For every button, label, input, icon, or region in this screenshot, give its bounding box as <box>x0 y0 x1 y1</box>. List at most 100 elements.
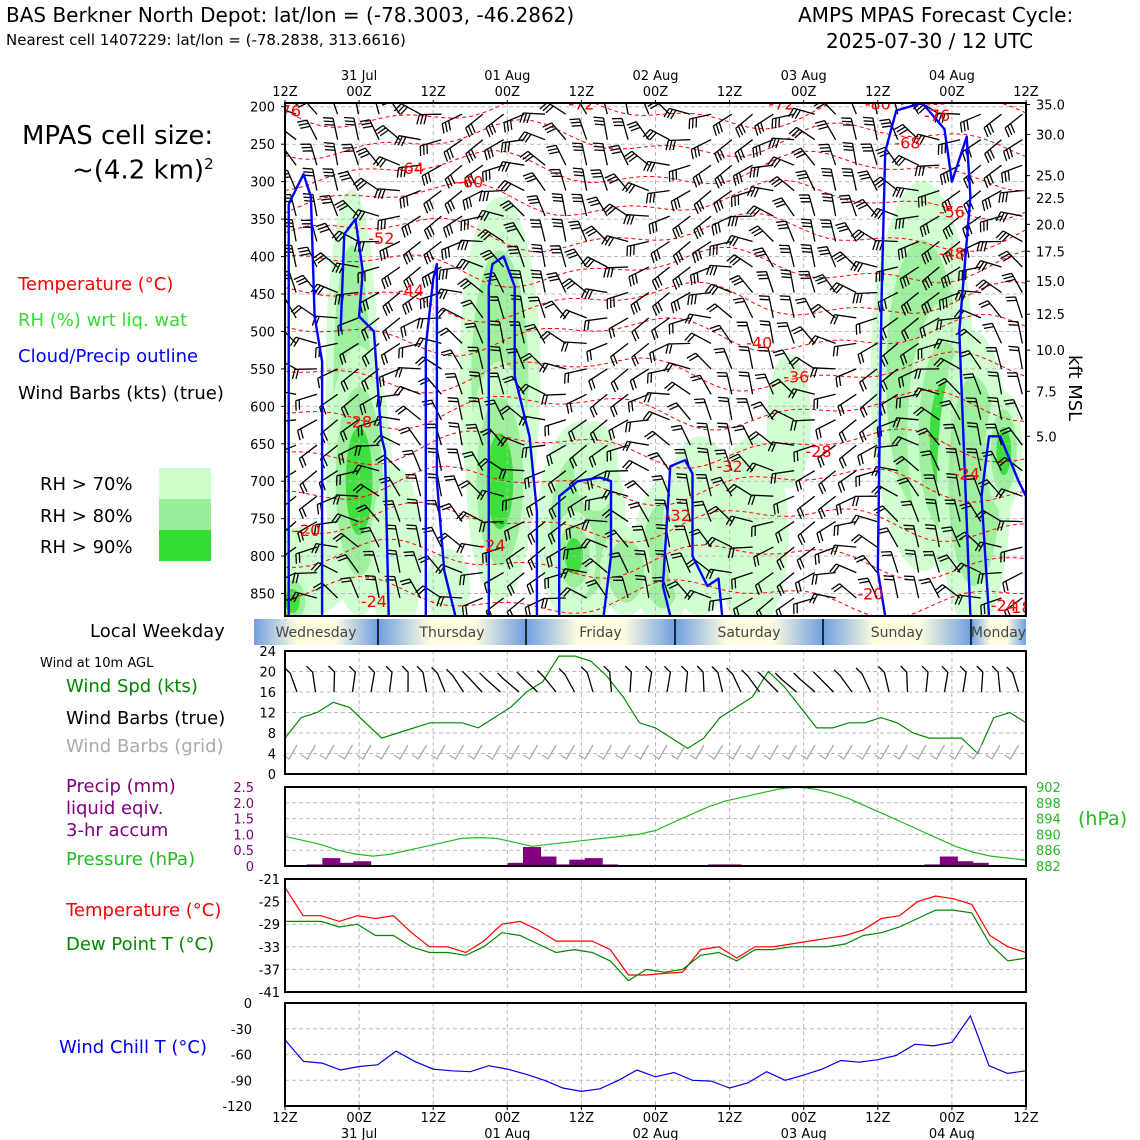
bottom-time-tick: 00Z <box>643 1111 669 1126</box>
bottom-date-label: 02 Aug <box>632 1127 678 1140</box>
isotherm-label: -18 <box>1006 598 1032 617</box>
wind-barb-true <box>306 665 317 693</box>
wind-barb <box>733 297 754 319</box>
wind-barb <box>406 498 422 522</box>
wind-barb <box>945 447 961 471</box>
wind-barb <box>483 139 504 161</box>
isotherm-label: -28 <box>346 412 372 431</box>
wind-barb <box>497 161 525 173</box>
wind-barb <box>916 427 940 446</box>
wind-barb <box>961 139 982 162</box>
wind-barb <box>771 113 795 129</box>
wind-tick-label: 24 <box>259 645 276 660</box>
wind-barb <box>940 266 961 289</box>
wind-barb <box>937 554 961 573</box>
wind-barb <box>935 377 961 395</box>
pressure-tick-label: 400 <box>250 251 275 266</box>
wind-barb <box>979 215 1002 233</box>
weekday-label: Sunday <box>871 625 923 641</box>
wind-barb <box>925 524 940 548</box>
wind-barb <box>438 266 463 280</box>
wind-barb <box>518 383 546 395</box>
pressure-tick-label: 450 <box>250 288 275 303</box>
wind-barb <box>833 520 857 536</box>
wind-barb <box>631 525 650 548</box>
wind-barb <box>626 240 649 257</box>
wind-barb <box>341 143 360 166</box>
cloud-outline <box>558 476 613 616</box>
wind-barb <box>811 103 837 115</box>
pressure-tick-label: 500 <box>250 325 275 340</box>
bottom-date-label: 31 Jul <box>341 1127 377 1140</box>
wind-barb <box>919 317 940 339</box>
wind-barb <box>912 133 940 146</box>
wind-barb <box>331 262 359 274</box>
wind-barb <box>1003 398 1023 421</box>
wind-barb <box>631 317 650 342</box>
wind-barbs-grid-label: Wind Barbs (grid) <box>66 736 224 757</box>
wind-barb <box>900 291 920 316</box>
isotherm-line <box>285 389 1026 431</box>
wind-barb-true <box>921 665 929 693</box>
wind-barb <box>441 240 463 260</box>
wind-barb <box>903 575 920 599</box>
wind-barb-grid <box>560 744 576 760</box>
wind-barb-grid <box>1004 744 1020 760</box>
chill-tick-label: 0 <box>244 997 252 1012</box>
wind-barb <box>464 164 484 188</box>
wind-barb <box>489 345 505 370</box>
wind-barb <box>603 266 629 278</box>
top-time-tick: 00Z <box>791 85 817 100</box>
wind-barb-true <box>416 665 428 693</box>
wind-barb-grid <box>430 744 446 760</box>
wind-barb <box>732 424 754 446</box>
wind-barb <box>776 546 795 571</box>
wind-barb <box>634 574 650 599</box>
wind-barb <box>754 572 774 596</box>
wind-barb <box>462 190 484 211</box>
wind-barb <box>355 147 380 166</box>
wind-barb <box>773 495 795 515</box>
wind-tick-label: 0 <box>268 768 276 783</box>
wind-barb <box>754 113 774 136</box>
top-date-label: 01 Aug <box>484 69 530 84</box>
wind-barb-grid <box>874 744 890 760</box>
wind-barb <box>880 550 899 573</box>
cloud-outline <box>980 435 1026 616</box>
wind-barb <box>676 498 691 522</box>
wind-barb <box>300 143 318 166</box>
wind-barb <box>957 266 981 282</box>
wind-barb <box>830 314 857 325</box>
kft-tick-label: 10.0 <box>1036 344 1065 359</box>
wind-barb <box>448 422 463 446</box>
wind-barb <box>560 568 587 579</box>
wind-barb <box>332 494 359 505</box>
wind-barb <box>872 239 898 251</box>
wind-barb <box>934 584 961 599</box>
wind-barb <box>857 342 878 365</box>
wind-barb <box>746 462 774 473</box>
wind-barb <box>592 142 608 166</box>
wind-barb <box>962 373 982 395</box>
pressure-tick-label-right: 894 <box>1036 813 1061 828</box>
wind-barb <box>478 189 504 202</box>
kft-tick-label: 5.0 <box>1036 430 1057 445</box>
wind-barb <box>571 193 588 217</box>
cloud-outline <box>661 459 724 616</box>
wind-barb <box>589 393 608 418</box>
wind-barb <box>693 190 712 215</box>
wind-barb <box>476 209 504 222</box>
wind-barb <box>547 470 567 494</box>
wind-barb <box>580 288 608 300</box>
wind-barb <box>372 156 401 168</box>
wind-barb <box>540 597 566 609</box>
wind-barb <box>965 397 982 420</box>
wind-barb <box>498 405 525 421</box>
wind-barb <box>1008 345 1023 370</box>
wind-barb <box>319 194 339 217</box>
wind-barb <box>809 593 836 604</box>
wind-barb <box>480 249 505 268</box>
wind-barb <box>362 550 380 573</box>
wind-barb-grid <box>708 744 724 760</box>
isotherm-label: -44 <box>398 281 424 300</box>
